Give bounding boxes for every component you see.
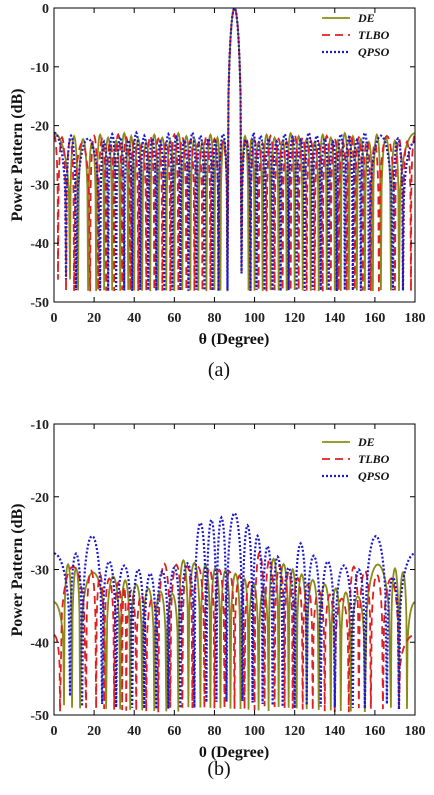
chart-a-ytick-label: 0 (42, 2, 49, 17)
chart-a-xtick-label: 160 (364, 311, 385, 326)
chart-a-legend: DE TLBO QPSO (322, 11, 390, 59)
chart-b-ytick-label: -10 (30, 418, 49, 433)
chart-b-ytick-label: -20 (30, 491, 49, 506)
chart-b-xtick-label: 140 (324, 724, 345, 739)
chart-b-legend-label-de: DE (357, 435, 375, 449)
chart-a-xtick-label: 80 (207, 311, 221, 326)
chart-a-legend-label-qpso: QPSO (358, 45, 390, 59)
chart-b-ylabel: Power Pattern (dB) (9, 504, 26, 637)
chart-a-ylabel: Power Pattern (dB) (9, 89, 26, 222)
chart-a-xtick-label: 20 (87, 311, 101, 326)
chart-b-legend: DE TLBO QPSO (322, 435, 390, 483)
chart-b-ytick-label: -40 (30, 636, 49, 651)
caption-b: (b) (207, 758, 230, 780)
chart-a-xtick-label: 140 (324, 311, 345, 326)
chart-a-xtick-label: 180 (405, 311, 426, 326)
chart-a-svg: 0 20 40 60 80 100 120 140 160 180 0 -10 -20 -30 -40 -50… (9, 2, 426, 381)
chart-b-xtick-label: 20 (87, 724, 101, 739)
chart-b-xtick-label: 160 (364, 724, 385, 739)
chart-b-ytick-label: -30 (30, 564, 49, 579)
chart-panel-b: 0 20 40 60 80 100 120 140 160 180 -10 -20 -30 -40 -50 … (0, 395, 434, 790)
chart-b-xtick-label: 60 (167, 724, 181, 739)
chart-a-ytick-label: -10 (30, 61, 49, 76)
chart-b-legend-label-tlbo: TLBO (358, 452, 390, 466)
chart-a-xtick-label: 0 (51, 311, 58, 326)
chart-b-series-group (54, 511, 415, 713)
chart-a-series-group (54, 8, 415, 292)
chart-b-svg: 0 20 40 60 80 100 120 140 160 180-10-20-30-40-50 … (9, 418, 426, 780)
chart-a-xlabel: θ (Degree) (199, 331, 270, 348)
chart-a-ytick-label: -50 (30, 296, 49, 311)
chart-a-ytick-label: -30 (30, 178, 49, 193)
chart-b-series-tlbo-line (54, 550, 415, 713)
chart-b-xtick-label: 120 (284, 724, 305, 739)
chart-b-xtick-label: 0 (51, 724, 58, 739)
chart-b-xtick-label: 180 (405, 724, 426, 739)
chart-b-ticks: 0 20 40 60 80 100 120 140 160 180 -10 -20 -30 -40 -50 (30, 418, 425, 739)
chart-b-xlabel: 0 (Degree) (199, 744, 269, 761)
chart-b-series-qpso-line (54, 511, 415, 710)
chart-a-xtick-label: 40 (127, 311, 141, 326)
chart-b-series-de-line (54, 557, 415, 713)
chart-a-xtick-label: 120 (284, 311, 305, 326)
chart-b-xtick-label: 100 (244, 724, 265, 739)
chart-b-ytick-label: -50 (30, 709, 49, 724)
chart-panel-a: 0 20 40 60 80 100 120 140 160 180 0 -10 -20 -30 -40 -50… (0, 0, 434, 395)
chart-a-legend-label-de: DE (357, 11, 375, 25)
caption-a: (a) (208, 359, 230, 381)
chart-a-series-tlbo-line (54, 8, 415, 292)
chart-b-xtick-label: 80 (207, 724, 221, 739)
chart-a-ytick-label: -40 (30, 237, 49, 252)
chart-a-ytick-label: -20 (30, 120, 49, 135)
chart-a-xtick-label: 60 (167, 311, 181, 326)
chart-a-xtick-label: 100 (244, 311, 265, 326)
chart-b-xtick-label: 40 (127, 724, 141, 739)
chart-a-ticks: 0 20 40 60 80 100 120 140 160 180 0 -10 -20 -30 -40 -50 (30, 2, 425, 326)
chart-b-legend-label-qpso: QPSO (358, 469, 390, 483)
chart-a-frame (53, 7, 416, 303)
chart-a-legend-label-tlbo: TLBO (358, 28, 390, 42)
